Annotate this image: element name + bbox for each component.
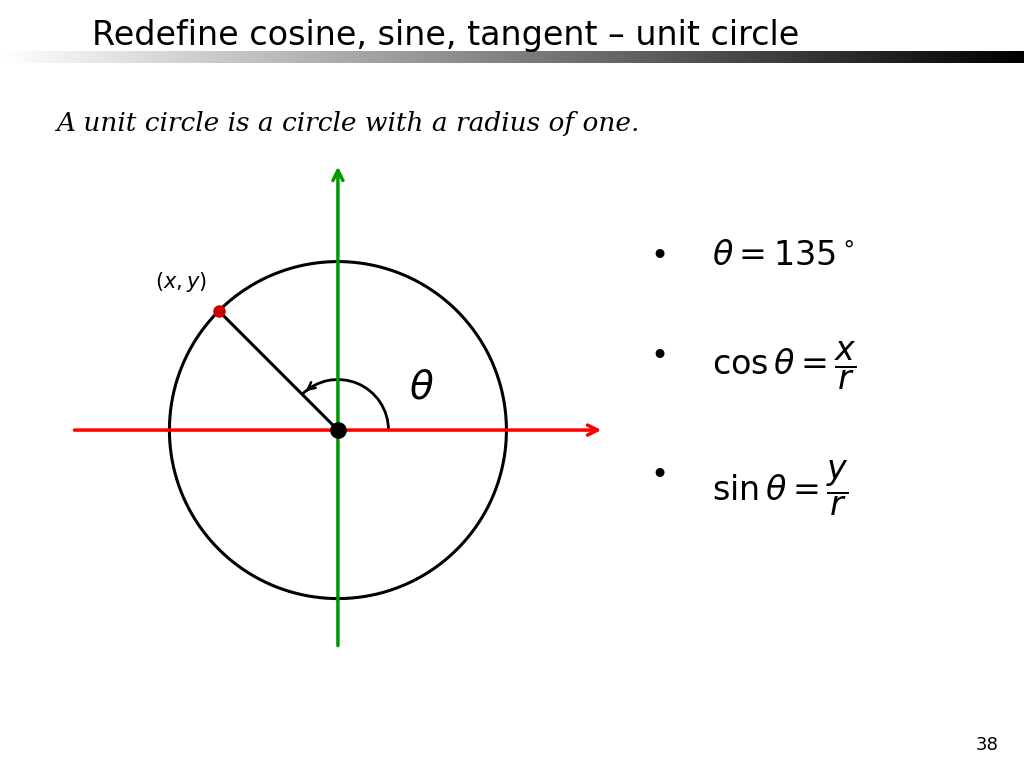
Text: $\theta = 135^\circ$: $\theta = 135^\circ$ [712,240,855,272]
Text: •: • [650,342,669,371]
Text: $\cos\theta = \dfrac{x}{r}$: $\cos\theta = \dfrac{x}{r}$ [712,339,857,392]
Text: $\sin\theta = \dfrac{y}{r}$: $\sin\theta = \dfrac{y}{r}$ [712,458,849,518]
Text: •: • [650,461,669,490]
Text: $(x, y)$: $(x, y)$ [155,270,207,294]
Text: 38: 38 [976,737,998,754]
Text: A unit circle is a circle with a radius of one.: A unit circle is a circle with a radius … [56,111,640,137]
Text: $\theta$: $\theta$ [409,369,434,406]
Text: •: • [650,242,669,271]
Text: Redefine cosine, sine, tangent – unit circle: Redefine cosine, sine, tangent – unit ci… [92,19,800,52]
